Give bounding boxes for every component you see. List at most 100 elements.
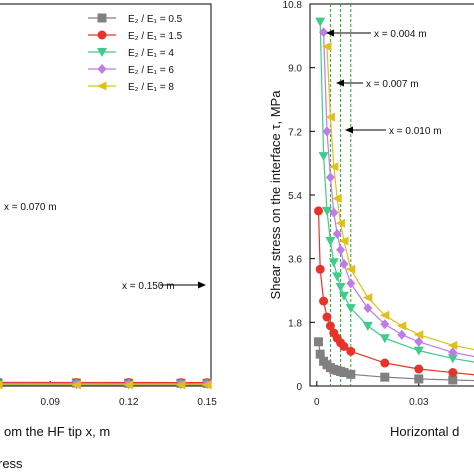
right-data-point [314, 337, 323, 347]
right-data-point [329, 207, 339, 218]
right-x-axis-label: Horizontal d [390, 424, 459, 439]
right-data-point [379, 310, 390, 320]
left-data-point [123, 380, 134, 390]
right-x-ticks: 0 0.03 [314, 381, 429, 408]
right-data-point [328, 258, 339, 268]
right-data-point [380, 319, 390, 330]
right-data-point [448, 375, 458, 385]
left-x-tick-label: 0.09 [41, 397, 61, 408]
right-data-point [319, 27, 329, 38]
legend-marker [97, 13, 107, 23]
right-y-tick-label: 0 [296, 382, 302, 393]
right-data-point [447, 354, 458, 364]
right-data-point [336, 244, 346, 255]
right-data-point [396, 321, 407, 331]
right-data-point [397, 329, 407, 340]
right-data-point [345, 304, 356, 314]
right-data-point [319, 296, 329, 306]
right-series-group [314, 17, 474, 385]
right-data-point [413, 330, 424, 340]
right-data-point [345, 264, 356, 274]
left-chart-panel: 0.09 0.12 0.15 E₂ / E₁ = 0.5E₂ / E₁ = 1.5E… [0, 3, 217, 471]
right-data-point [339, 236, 349, 246]
right-y-tick-label: 10.8 [283, 0, 303, 11]
legend-marker [97, 48, 107, 57]
right-data-point [325, 321, 335, 331]
left-legend: E₂ / E₁ = 0.5 E₂ / E₁ = 1.5 E₂ / E₁ = 4 E₂ … [88, 13, 183, 93]
right-data-point [339, 291, 349, 301]
left-data-point [0, 380, 3, 390]
annotation-x-0070: x = 0.070 m [4, 202, 57, 213]
right-data-point [322, 312, 332, 322]
left-series-group [0, 377, 213, 390]
right-chart-panel: 01.83.65.47.29.010.8 0 0.03 x = 0.004 m x… [268, 0, 474, 439]
right-series-line [319, 21, 474, 363]
right-data-point [346, 369, 356, 379]
right-data-point [325, 172, 335, 183]
right-data-point [363, 303, 373, 314]
arrow-head-0007 [336, 79, 344, 87]
right-data-point [346, 346, 356, 356]
left-x-tick-label: 0.12 [119, 397, 139, 408]
left-plot-frame [0, 3, 212, 387]
right-x-tick-label: 0.03 [409, 397, 429, 408]
right-data-point [339, 341, 349, 351]
right-data-point [322, 206, 332, 216]
right-data-point [362, 321, 373, 331]
right-data-point [346, 278, 356, 289]
right-data-point [339, 258, 349, 269]
right-data-point [318, 152, 329, 162]
annotation-x-0007: x = 0.007 m [366, 79, 419, 90]
right-y-tick-label: 3.6 [288, 255, 302, 266]
right-y-tick-label: 5.4 [288, 191, 302, 202]
left-x-tick-label: 0.15 [197, 397, 217, 408]
right-data-point [414, 374, 424, 384]
right-data-point [362, 293, 373, 303]
right-data-point [322, 126, 332, 137]
annotation-x-0004: x = 0.004 m [374, 29, 427, 40]
right-data-point [335, 282, 346, 292]
arrow-head-0010 [345, 126, 353, 134]
right-data-point [447, 340, 458, 350]
left-data-point [71, 380, 81, 390]
annotation-x-0150: x = 0.150 m [122, 281, 175, 292]
right-x-tick-label: 0 [314, 397, 320, 408]
right-data-point [414, 364, 424, 374]
right-data-point [332, 272, 343, 282]
right-data-point [322, 41, 332, 51]
right-data-point [315, 17, 326, 27]
legend-label: E₂ / E₁ = 0.5 [128, 14, 183, 25]
right-data-point [414, 336, 424, 347]
right-data-point [448, 368, 458, 378]
arrow-head-0150 [198, 281, 206, 289]
right-data-point [448, 347, 458, 358]
annotation-x-0010: x = 0.010 m [389, 126, 442, 137]
right-data-point [314, 206, 323, 216]
right-data-point [379, 334, 390, 344]
legend-label: E₂ / E₁ = 4 [128, 48, 174, 59]
right-data-point [332, 228, 342, 239]
right-data-point [315, 264, 325, 274]
right-data-point [339, 368, 349, 378]
left-data-point [175, 380, 186, 390]
legend-label: E₂ / E₁ = 6 [128, 65, 174, 76]
right-y-tick-label: 9.0 [288, 64, 302, 75]
left-data-point [202, 380, 212, 390]
right-data-point [413, 346, 424, 356]
right-y-axis-label: Shear stress on the interface τ, MPa [268, 90, 283, 300]
right-data-point [325, 236, 336, 246]
right-data-point [328, 162, 339, 172]
legend-label: E₂ / E₁ = 1.5 [128, 31, 183, 42]
legend-label: E₂ / E₁ = 8 [128, 82, 174, 93]
left-x-axis-label: om the HF tip x, m [4, 424, 110, 439]
right-y-ticks: 0 1.8 3.6 5.4 7.2 9.0 10.8 [283, 0, 315, 393]
right-data-point [332, 194, 342, 204]
arrow-head-0004 [326, 29, 334, 37]
right-data-point [380, 358, 390, 368]
right-data-point [335, 218, 346, 228]
right-data-point [315, 349, 325, 359]
left-caption-fragment: ress [0, 456, 23, 471]
legend-marker [97, 81, 107, 91]
right-data-point [380, 372, 390, 382]
